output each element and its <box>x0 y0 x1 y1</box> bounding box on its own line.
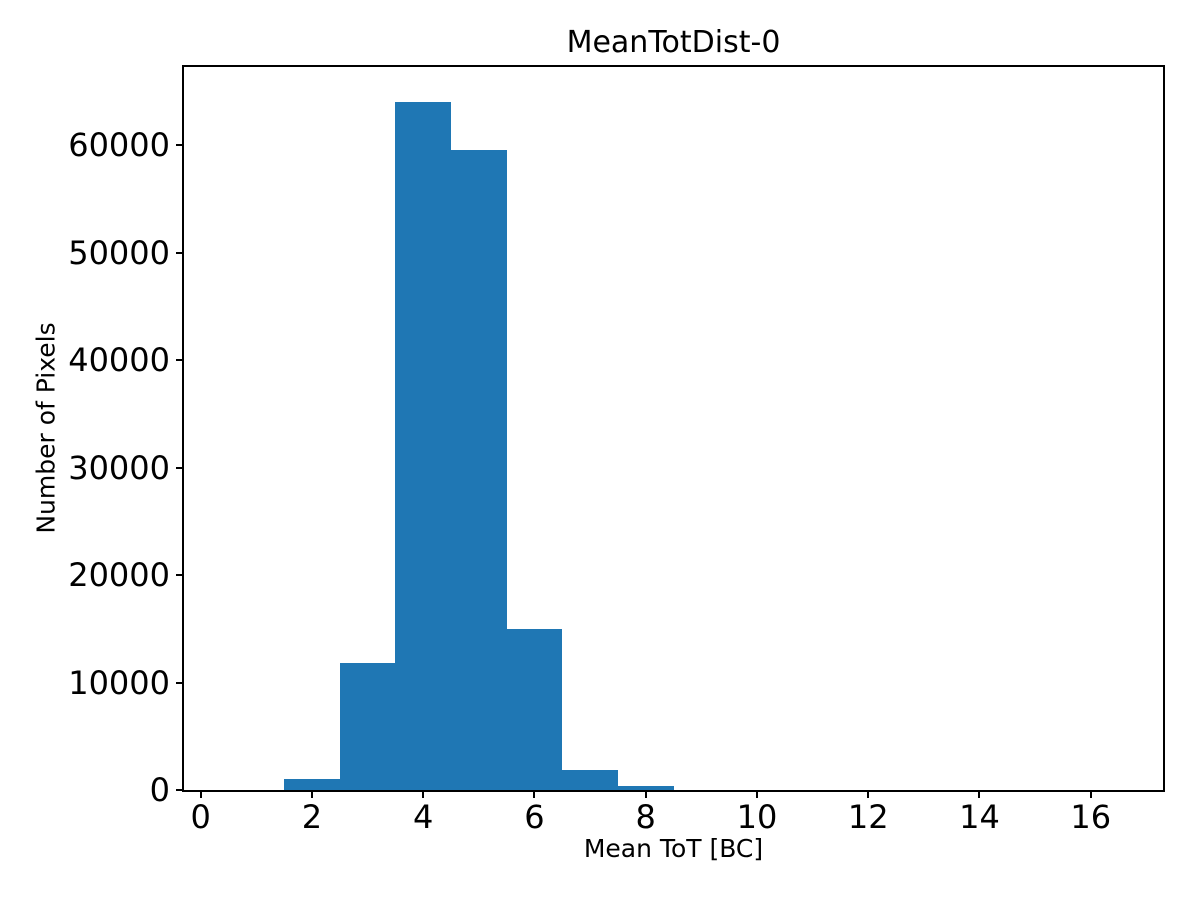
x-axis-label: Mean ToT [BC] <box>583 834 764 863</box>
x-ticks-layer: 0 2 4 6 8 10 12 14 16 <box>184 67 1163 833</box>
histogram-bar <box>451 149 507 790</box>
y-tick-label: 20000 <box>68 556 170 595</box>
x-tick-mark <box>978 790 981 798</box>
y-tick-label: 10000 <box>68 663 170 702</box>
x-tick-mark <box>533 790 536 798</box>
y-tick-label: 40000 <box>68 341 170 380</box>
plot-area: 0 2 4 6 8 10 12 14 16 0 10000 20000 30000 40000 50000… <box>68 65 1165 833</box>
x-tick-mark <box>867 790 870 798</box>
x-tick-label: 16 <box>1070 798 1112 836</box>
x-tick-label: 0 <box>190 798 211 836</box>
x-tick-label: 6 <box>524 798 545 836</box>
histogram-bar <box>506 628 563 790</box>
histogram-bar <box>562 770 618 790</box>
histogram-bar <box>339 663 396 790</box>
y-tick-mark <box>176 144 184 147</box>
x-tick-label: 8 <box>635 798 656 836</box>
histogram-bar <box>284 779 340 790</box>
y-tick-label: 50000 <box>68 233 170 272</box>
x-tick-label: 4 <box>413 798 434 836</box>
y-tick-mark <box>176 251 184 254</box>
chart-title: MeanTotDist-0 <box>566 25 781 60</box>
x-tick-mark <box>199 790 202 798</box>
histogram-bar <box>617 786 674 790</box>
histogram-bar <box>395 102 451 790</box>
y-tick-mark <box>176 681 184 684</box>
x-tick-mark <box>310 790 313 798</box>
x-tick-label: 10 <box>736 798 778 836</box>
x-tick-label: 12 <box>847 798 889 836</box>
y-tick-mark <box>176 574 184 577</box>
y-tick-mark <box>176 359 184 362</box>
y-tick-mark <box>176 789 184 791</box>
x-tick-mark <box>422 790 425 798</box>
y-tick-label: 60000 <box>68 126 170 165</box>
x-tick-mark <box>755 790 758 798</box>
bars-layer <box>184 67 1163 790</box>
x-tick-mark <box>644 790 647 798</box>
y-tick-label: 30000 <box>68 448 170 487</box>
x-tick-mark <box>1089 790 1092 798</box>
x-tick-label: 2 <box>301 798 323 836</box>
y-tick-label: 0 <box>149 771 170 809</box>
y-ticks-layer: 0 10000 20000 30000 40000 50000 60000 <box>68 67 1163 806</box>
y-axis-label: Number of Pixels <box>31 322 61 534</box>
x-tick-label: 14 <box>959 798 1000 836</box>
y-tick-mark <box>176 466 184 469</box>
